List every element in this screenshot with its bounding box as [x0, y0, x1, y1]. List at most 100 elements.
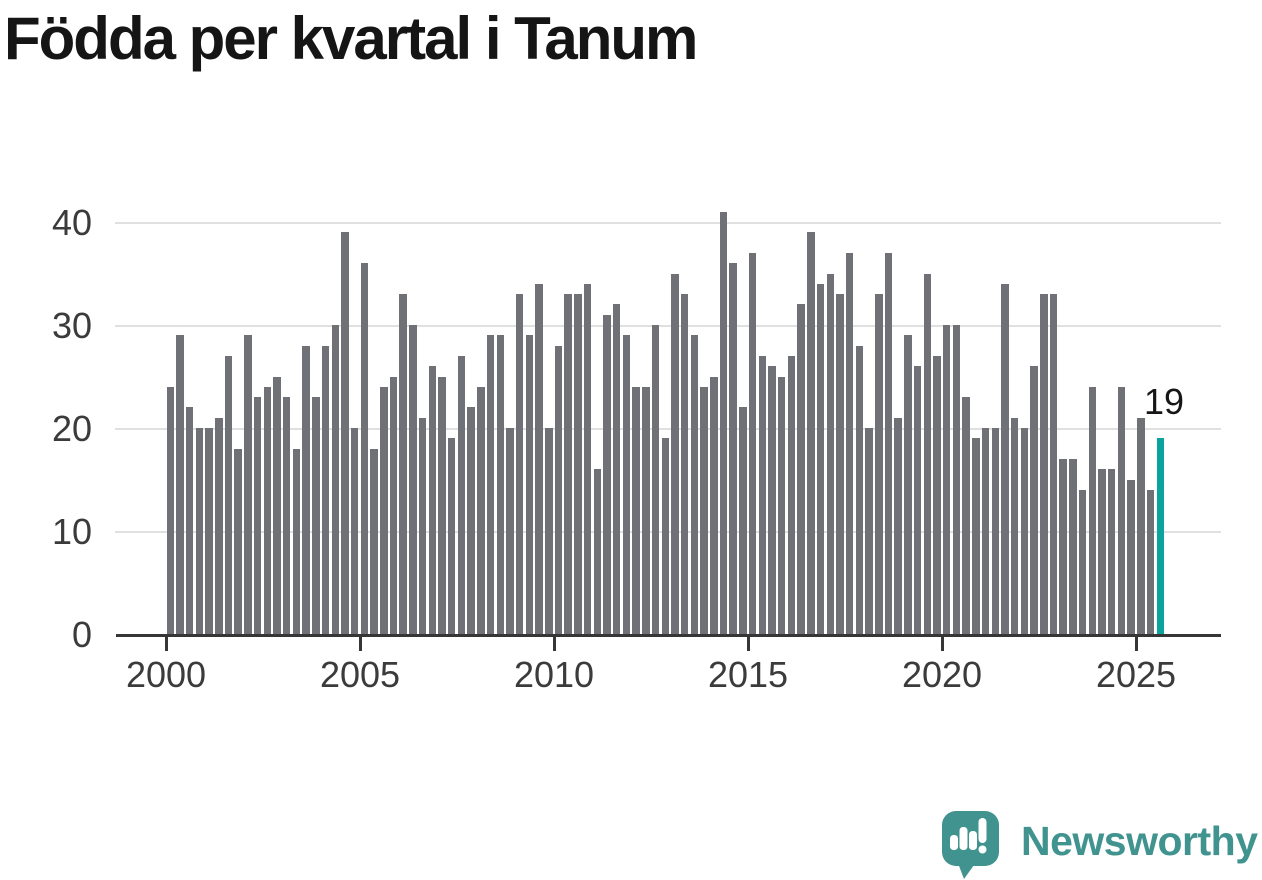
bar	[515, 294, 524, 634]
bar	[739, 407, 747, 634]
bar	[836, 294, 844, 634]
bar	[865, 428, 873, 634]
bar	[370, 448, 378, 634]
bar	[777, 376, 786, 634]
bar	[185, 407, 194, 634]
bar	[642, 386, 650, 634]
bar	[729, 263, 737, 634]
bar	[981, 428, 990, 634]
bar	[748, 252, 757, 634]
bar	[700, 386, 708, 634]
x-axis-tick	[940, 636, 944, 651]
bar	[312, 397, 320, 634]
bar	[447, 438, 456, 634]
y-tick-label: 10	[51, 511, 92, 552]
bar	[671, 273, 679, 634]
bar	[457, 355, 466, 634]
x-tick-label: 2025	[1095, 654, 1177, 695]
bar	[894, 417, 902, 634]
y-tick-label: 30	[51, 305, 92, 346]
bar	[1059, 458, 1067, 634]
bar	[816, 283, 825, 634]
bar	[719, 211, 728, 634]
bar	[302, 345, 310, 634]
bar	[651, 325, 660, 634]
bar	[176, 335, 184, 634]
bar	[467, 407, 475, 634]
x-axis-tick	[358, 636, 362, 651]
bar	[1049, 294, 1058, 634]
bar	[612, 304, 621, 634]
bar	[913, 366, 922, 634]
y-tick-label: 0	[71, 614, 92, 655]
bar	[554, 345, 563, 634]
bar	[972, 438, 980, 634]
x-tick-label: 2010	[513, 654, 595, 695]
bar	[797, 304, 805, 634]
bar	[574, 294, 582, 634]
bar	[224, 355, 233, 634]
bar	[710, 376, 718, 634]
bar	[962, 397, 970, 634]
x-tick-label: 2005	[319, 654, 401, 695]
bar	[1069, 458, 1077, 634]
bar	[622, 335, 631, 634]
bar	[1020, 428, 1029, 634]
bar	[282, 397, 291, 634]
bar	[904, 335, 912, 634]
bar	[1040, 294, 1048, 634]
bar	[758, 355, 767, 634]
bar	[787, 355, 796, 634]
bar	[438, 376, 446, 634]
grid-line	[115, 222, 1221, 224]
bar	[360, 263, 369, 634]
bar	[1078, 489, 1087, 634]
last-value-annotation: 19	[1144, 381, 1185, 422]
newsworthy-logo: Newsworthy	[941, 809, 1261, 879]
bar	[273, 376, 281, 634]
bar	[389, 376, 398, 634]
y-tick-label: 20	[51, 408, 92, 449]
bar	[1098, 469, 1106, 634]
bar	[1127, 479, 1135, 634]
bar	[807, 232, 815, 634]
bar	[292, 448, 301, 634]
bar	[341, 232, 349, 634]
bar	[486, 335, 495, 634]
bar	[535, 283, 543, 634]
bar	[884, 252, 893, 634]
bar	[525, 335, 534, 634]
bar	[593, 469, 602, 634]
x-tick-label: 2015	[707, 654, 789, 695]
bar	[564, 294, 572, 634]
bar	[253, 397, 262, 634]
bar	[1001, 283, 1009, 634]
bar	[875, 294, 883, 634]
bar	[244, 335, 252, 634]
bar	[234, 448, 242, 634]
bar	[321, 345, 330, 634]
chart-title: Födda per kvartal i Tanum	[4, 5, 698, 72]
bar	[855, 345, 864, 634]
bar	[952, 325, 961, 634]
highlighted-bar	[1156, 438, 1164, 634]
x-axis-tick	[552, 636, 556, 651]
y-tick-label: 40	[51, 202, 92, 243]
bar	[933, 355, 941, 634]
bar	[409, 325, 417, 634]
bar	[1010, 417, 1019, 634]
bar	[350, 428, 359, 634]
x-tick-label: 2020	[901, 654, 983, 695]
bar	[690, 335, 699, 634]
bar	[768, 366, 776, 634]
bar	[583, 283, 592, 634]
grid-line	[115, 325, 1221, 327]
bar	[331, 325, 339, 634]
bar	[166, 386, 174, 634]
bar	[991, 428, 999, 634]
bar	[205, 428, 213, 634]
bar	[845, 252, 854, 634]
x-axis-tick	[1134, 636, 1138, 651]
